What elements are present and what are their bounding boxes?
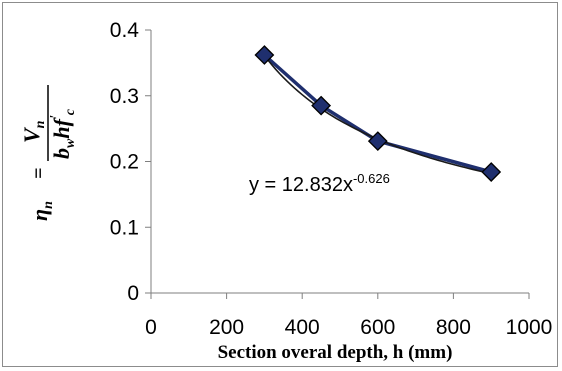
data-point-marker (367, 131, 388, 152)
trendline-equation-exponent: -0.626 (353, 171, 390, 186)
y-tick-label: 0 (127, 282, 139, 305)
x-tick-label: 400 (285, 316, 320, 339)
trendline-equation-main: y = 12.832x (249, 174, 353, 196)
y-label-denominator: bwhf'c (48, 108, 78, 159)
x-tick-label: 600 (360, 316, 395, 339)
tick-labels: 0 0.1 0.2 0.3 0.4 0 200 400 600 800 1000 (110, 19, 553, 339)
trendline (263, 55, 492, 175)
y-label-numerator: Vn (19, 120, 48, 143)
x-tick-label: 0 (145, 316, 157, 339)
y-axis-label: ηn = Vn bwhf'c (19, 85, 78, 221)
y-label-equals: = (28, 168, 50, 179)
plot-area (254, 45, 502, 182)
y-label-lhs: ηn (27, 201, 56, 221)
x-axis-label: Section overal depth, h (mm) (218, 342, 453, 363)
y-tick-label: 0.4 (110, 19, 140, 42)
data-point-marker (311, 95, 332, 116)
x-tick-label: 200 (209, 316, 244, 339)
series-line (263, 53, 492, 174)
y-tick-label: 0.3 (110, 85, 139, 108)
trendline-equation: y = 12.832x-0.626 (249, 171, 390, 196)
axes (145, 29, 530, 299)
y-tick-label: 0.2 (110, 151, 139, 174)
x-tick-label: 1000 (506, 316, 553, 339)
data-point-marker (481, 162, 502, 182)
chart-frame: 0 0.1 0.2 0.3 0.4 0 200 400 600 800 1000 y = 12.83… (2, 2, 558, 367)
data-point-marker (254, 45, 275, 65)
x-tick-label: 800 (436, 316, 471, 339)
y-tick-label: 0.1 (110, 216, 139, 239)
power-trend-chart: 0 0.1 0.2 0.3 0.4 0 200 400 600 800 1000 y = 12.83… (19, 19, 553, 363)
